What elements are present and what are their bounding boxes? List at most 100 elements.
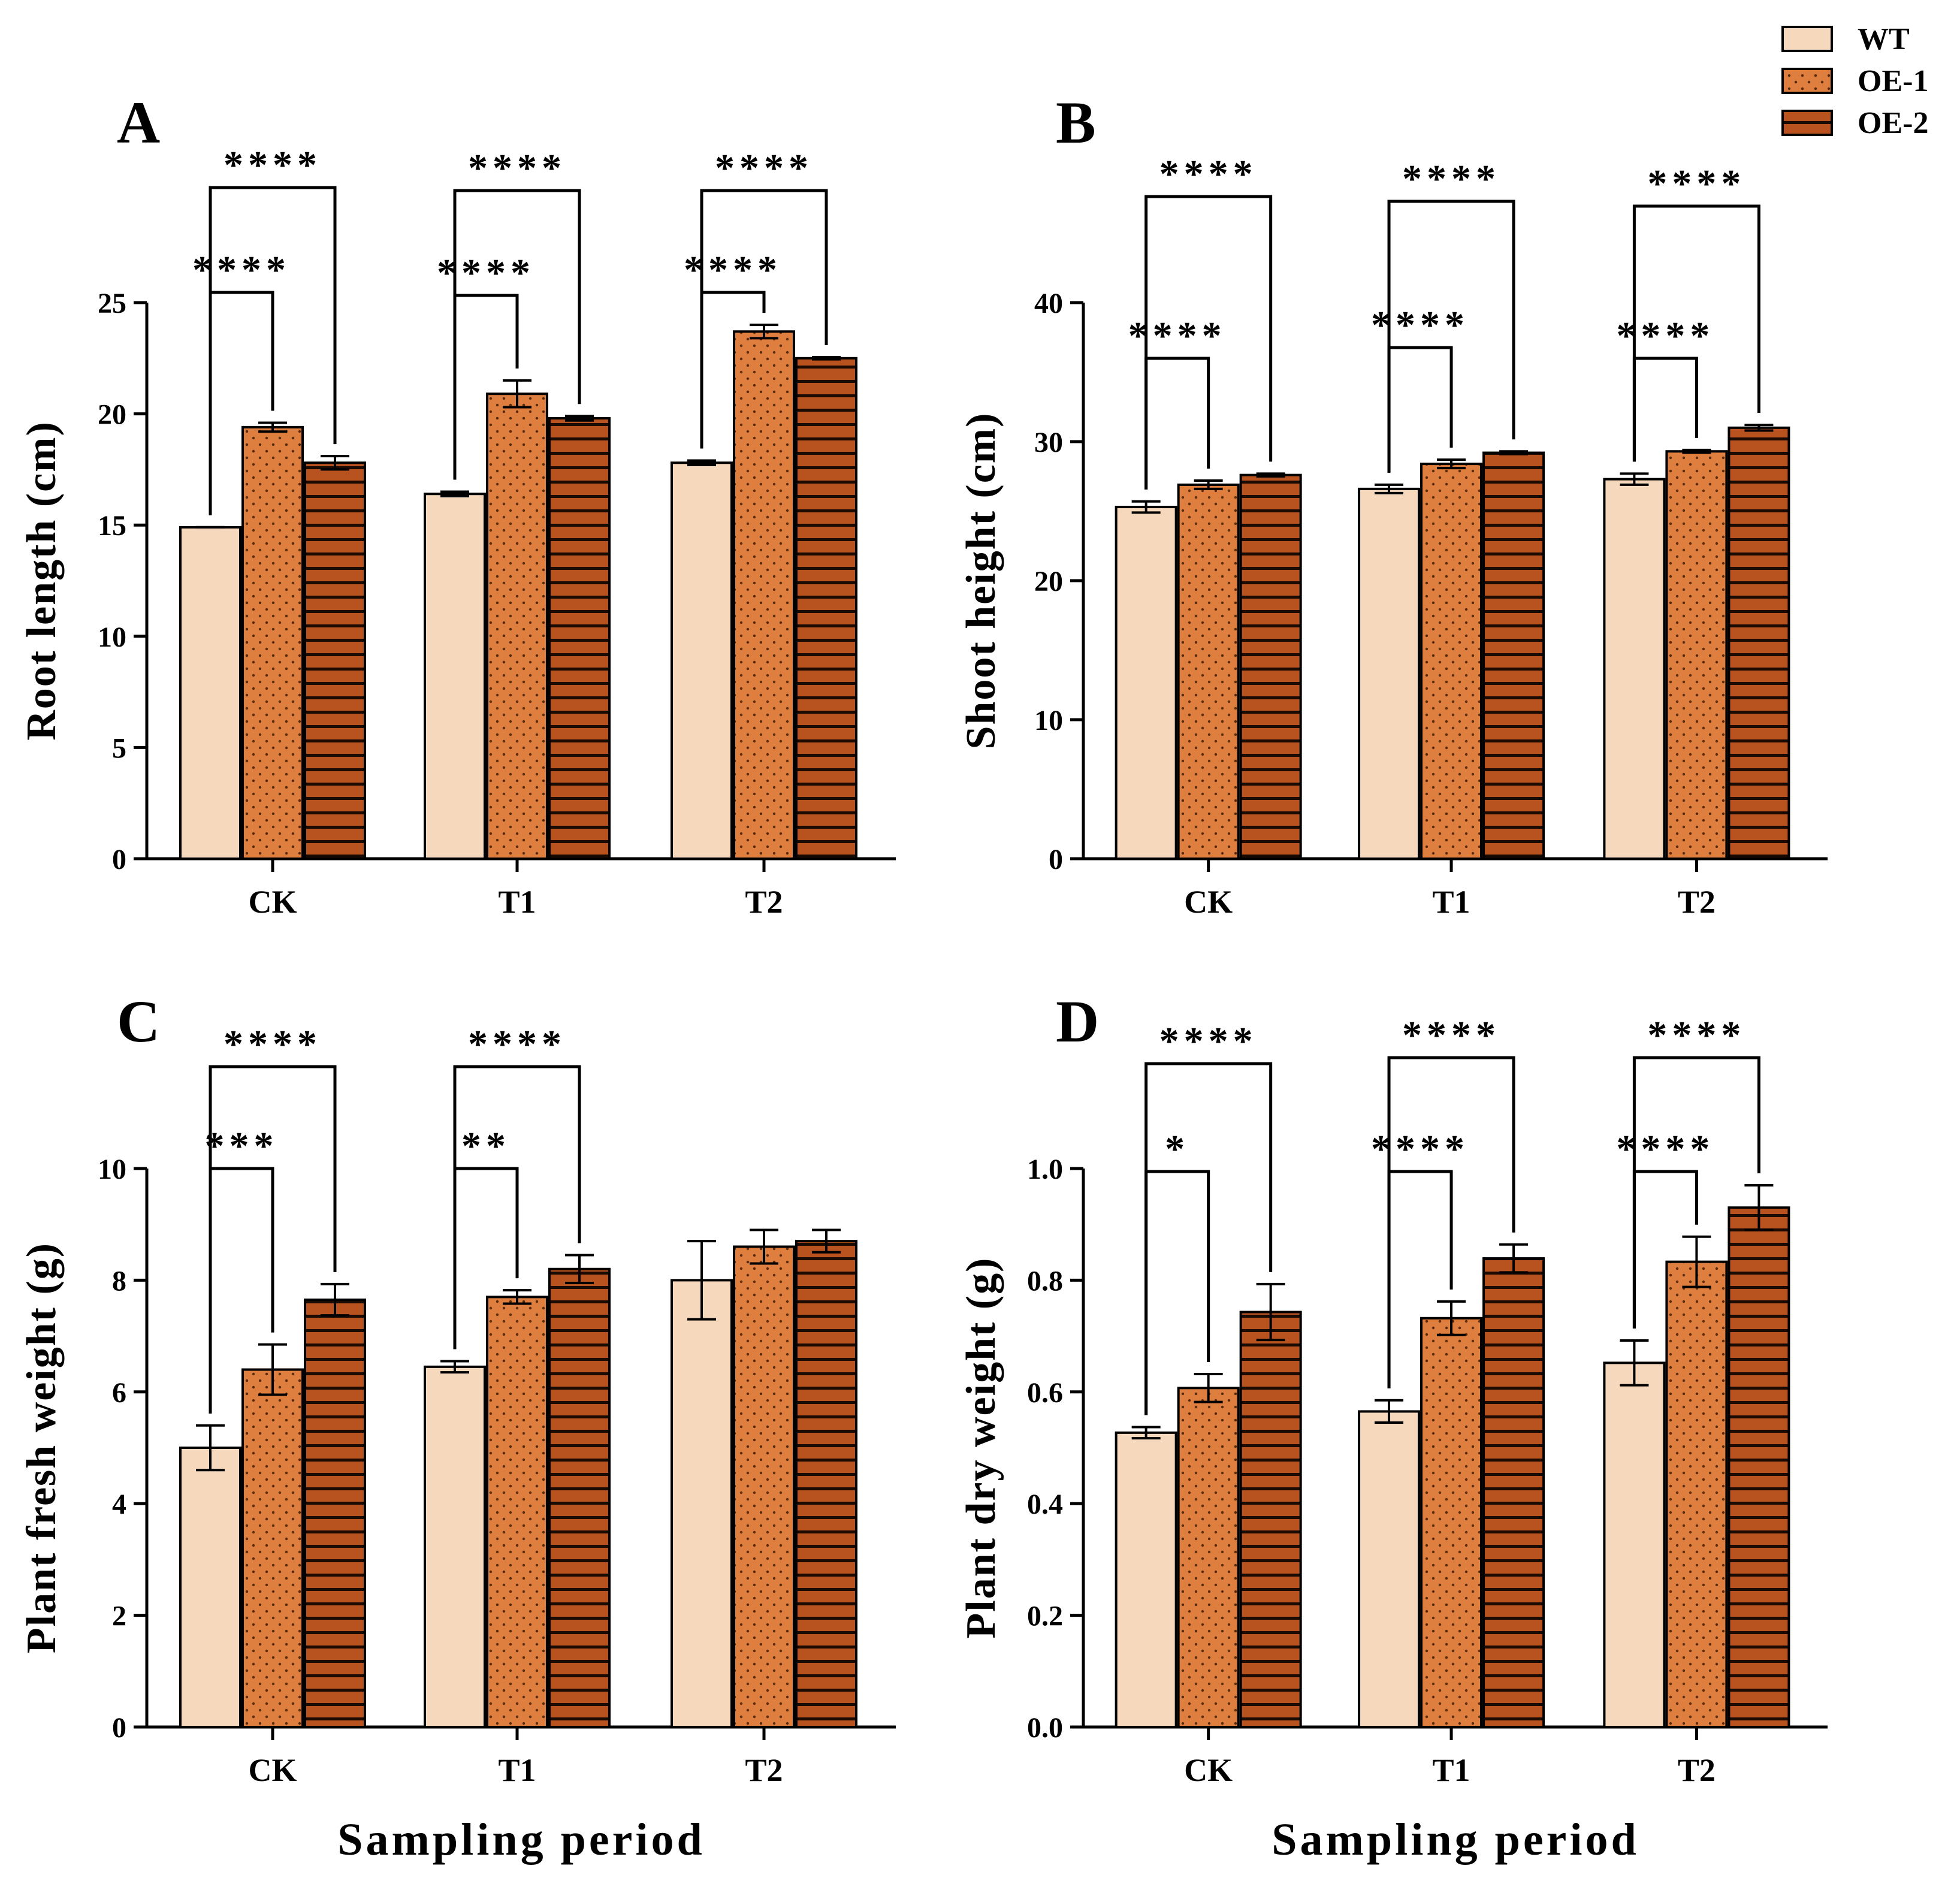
error-bar	[812, 355, 841, 361]
panel-letter: D	[1056, 988, 1099, 1055]
significance-bracket	[1144, 195, 1273, 490]
x-category-label: T1	[1433, 884, 1470, 920]
bar-wt-ck	[179, 1447, 241, 1728]
bar-oe2-t1	[1482, 451, 1545, 860]
x-category-label: T2	[745, 1752, 783, 1788]
bar-oe2-ck	[1239, 1311, 1302, 1728]
y-tick-label: 5	[112, 732, 126, 764]
bar-oe2-t1	[548, 417, 611, 860]
error-bar	[1682, 1235, 1711, 1288]
bar-oe1-t2	[1665, 1260, 1728, 1729]
bar-oe2-t2	[1728, 426, 1790, 860]
y-tick-label: 0	[1049, 844, 1063, 875]
error-bar	[565, 415, 594, 422]
bar-wt-t2	[1603, 478, 1666, 860]
error-bar	[1256, 1282, 1285, 1342]
significance-bracket	[209, 1065, 337, 1414]
significance-label: **	[461, 1124, 511, 1168]
legend-swatch-wt	[1781, 26, 1833, 52]
significance-bracket	[700, 189, 828, 449]
significance-bracket	[1144, 1062, 1273, 1415]
significance-bracket	[1632, 357, 1698, 462]
bar-oe2-t1	[1482, 1257, 1545, 1728]
error-bar	[687, 459, 716, 466]
y-tick-label: 0	[112, 844, 126, 875]
error-bar	[1620, 472, 1649, 486]
x-category-label: CK	[1184, 1752, 1233, 1788]
bar-wt-t2	[671, 1279, 733, 1728]
bar-wt-t1	[424, 1365, 486, 1729]
bar-oe1-t1	[486, 1296, 548, 1729]
bar-oe1-ck	[1177, 483, 1240, 860]
error-bar	[1744, 1183, 1774, 1231]
legend-label-oe1: OE-1	[1858, 64, 1928, 98]
bar-oe1-ck	[1177, 1387, 1240, 1728]
significance-label: ****	[1647, 162, 1745, 206]
y-tick-label: 20	[98, 399, 126, 431]
bar-oe2-t2	[795, 357, 857, 860]
error-bar	[1131, 500, 1161, 514]
error-bar	[258, 421, 287, 433]
legend-label-wt: WT	[1858, 22, 1910, 56]
y-tick-label: 20	[1034, 566, 1063, 597]
error-bar	[750, 324, 778, 340]
y-axis-title: Plant dry weight (g)	[958, 1257, 1004, 1639]
legend-entry-oe2: OE-2	[1781, 106, 1928, 140]
y-tick-label: 0.0	[1027, 1712, 1063, 1744]
bar-oe2-t2	[1728, 1206, 1790, 1728]
significance-bracket	[209, 186, 337, 515]
bar-oe1-ck	[241, 1368, 304, 1728]
error-bar	[1682, 448, 1711, 454]
error-bar	[750, 1228, 778, 1265]
y-tick-label: 1.0	[1027, 1154, 1063, 1185]
x-axis-title: Sampling period	[337, 1814, 705, 1865]
significance-label: ***	[205, 1124, 279, 1168]
chart-panel-d: D 0.0 0.2 0.4 0.6 0.8 1.0 Plant dry weight (g) S…	[958, 988, 1828, 1865]
significance-label: ****	[1159, 1019, 1258, 1063]
bar-wt-t1	[424, 493, 486, 860]
legend-entry-oe1: OE-1	[1781, 64, 1928, 98]
x-axis-title: Sampling period	[1272, 1814, 1639, 1865]
bar-oe1-ck	[241, 425, 304, 860]
y-tick-label: 0.2	[1027, 1601, 1063, 1632]
error-bar	[1437, 458, 1466, 470]
significance-label: ****	[468, 146, 566, 190]
panel-letter: B	[1056, 89, 1096, 156]
bar-oe1-t2	[733, 330, 795, 860]
significance-label: ****	[684, 248, 782, 292]
bar-wt-ck	[1115, 1431, 1177, 1728]
error-bar	[1131, 1426, 1161, 1440]
bar-oe2-ck	[304, 1299, 366, 1728]
significance-label: ****	[1371, 1127, 1469, 1171]
error-bar	[1499, 1243, 1529, 1274]
error-bar	[1194, 479, 1223, 490]
x-category-label: T1	[1433, 1752, 1470, 1788]
y-axis-title: Plant fresh weight (g)	[19, 1242, 65, 1653]
significance-label: ****	[1616, 1127, 1714, 1171]
bar-oe2-ck	[304, 461, 366, 860]
y-tick-label: 40	[1034, 288, 1063, 319]
bar-wt-t1	[1358, 487, 1421, 860]
error-bar	[565, 1254, 594, 1285]
significance-label: ****	[1402, 1013, 1500, 1057]
significance-bracket	[1387, 346, 1453, 473]
significance-bracket	[1144, 357, 1210, 490]
error-bar	[1375, 1399, 1404, 1424]
bar-wt-t2	[1603, 1361, 1666, 1728]
error-bar	[812, 1228, 841, 1254]
y-tick-label: 15	[98, 510, 126, 542]
error-bar	[258, 1343, 287, 1396]
bar-wt-ck	[179, 526, 241, 860]
y-tick-label: 0.4	[1027, 1489, 1063, 1520]
legend-label-oe2: OE-2	[1858, 106, 1928, 140]
y-axis-title: Root length (cm)	[19, 421, 65, 741]
legend-swatch-oe2	[1781, 110, 1833, 136]
bar-oe1-t2	[733, 1245, 795, 1728]
significance-label: ****	[1159, 152, 1258, 196]
significance-bracket	[453, 189, 581, 480]
error-bar	[1620, 1339, 1649, 1387]
y-tick-label: 10	[1034, 705, 1063, 736]
error-bar	[440, 490, 469, 497]
significance-label: ****	[224, 1022, 322, 1066]
y-tick-label: 0.6	[1027, 1377, 1063, 1409]
